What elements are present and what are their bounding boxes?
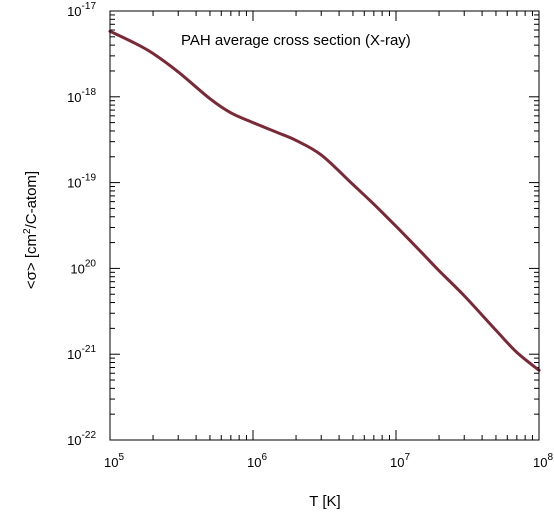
y-tick-label: 10-22 [67,430,96,448]
y-tick-label-exponent: -17 [82,1,97,12]
x-tick-label-exponent: 7 [404,452,410,463]
y-tick-label: 10-18 [67,87,96,105]
series-layer [108,29,541,372]
y-axis-label: <σ> [cm2/C-atom] [22,171,40,289]
chart-title: PAH average cross section (X-ray) [181,32,411,49]
y-tick-label: 10-21 [67,344,96,362]
x-tick-label-base: 10 [104,455,118,470]
y-tick-label-exponent: -18 [82,87,97,98]
y-tick-label-exponent: 20 [85,258,97,269]
y-tick-label-base: 10 [67,433,81,448]
x-tick-label: 107 [390,452,410,470]
y-tick-label-exponent: -21 [82,344,97,355]
y-tick-label-exponent: -19 [82,173,97,184]
series-line-0 [108,29,541,372]
x-tick-label-base: 10 [247,455,261,470]
plot-frame [109,10,540,441]
y-tick-label: 10-19 [67,173,96,191]
y-tick-label-base: 10 [67,90,81,105]
y-axis-label-superscript: 2 [22,228,33,234]
y-tick-label: 10-17 [67,1,96,19]
x-axis-label: T [K] [309,493,340,510]
y-tick-label: 1020 [70,258,96,276]
y-tick-label-base: 10 [67,176,81,191]
x-tick-label: 106 [247,452,267,470]
y-tick-label-base: 10 [70,261,84,276]
x-tick-labels: 105 106 107 108 [104,452,553,470]
y-axis-label-prefix: <σ> [cm [23,234,40,289]
y-axis-label-suffix: /C-atom] [23,171,40,229]
x-tick-label-base: 10 [390,455,404,470]
x-tick-label-base: 10 [533,455,547,470]
y-tick-label-base: 10 [67,347,81,362]
y-tick-label-base: 10 [67,4,81,19]
x-tick-label-exponent: 6 [261,452,267,463]
y-tick-label-exponent: -22 [82,430,97,441]
x-tick-label-exponent: 5 [118,452,124,463]
x-tick-label: 108 [533,452,553,470]
x-tick-label-exponent: 8 [547,452,553,463]
axis-ticks [110,11,539,440]
x-tick-label: 105 [104,452,124,470]
